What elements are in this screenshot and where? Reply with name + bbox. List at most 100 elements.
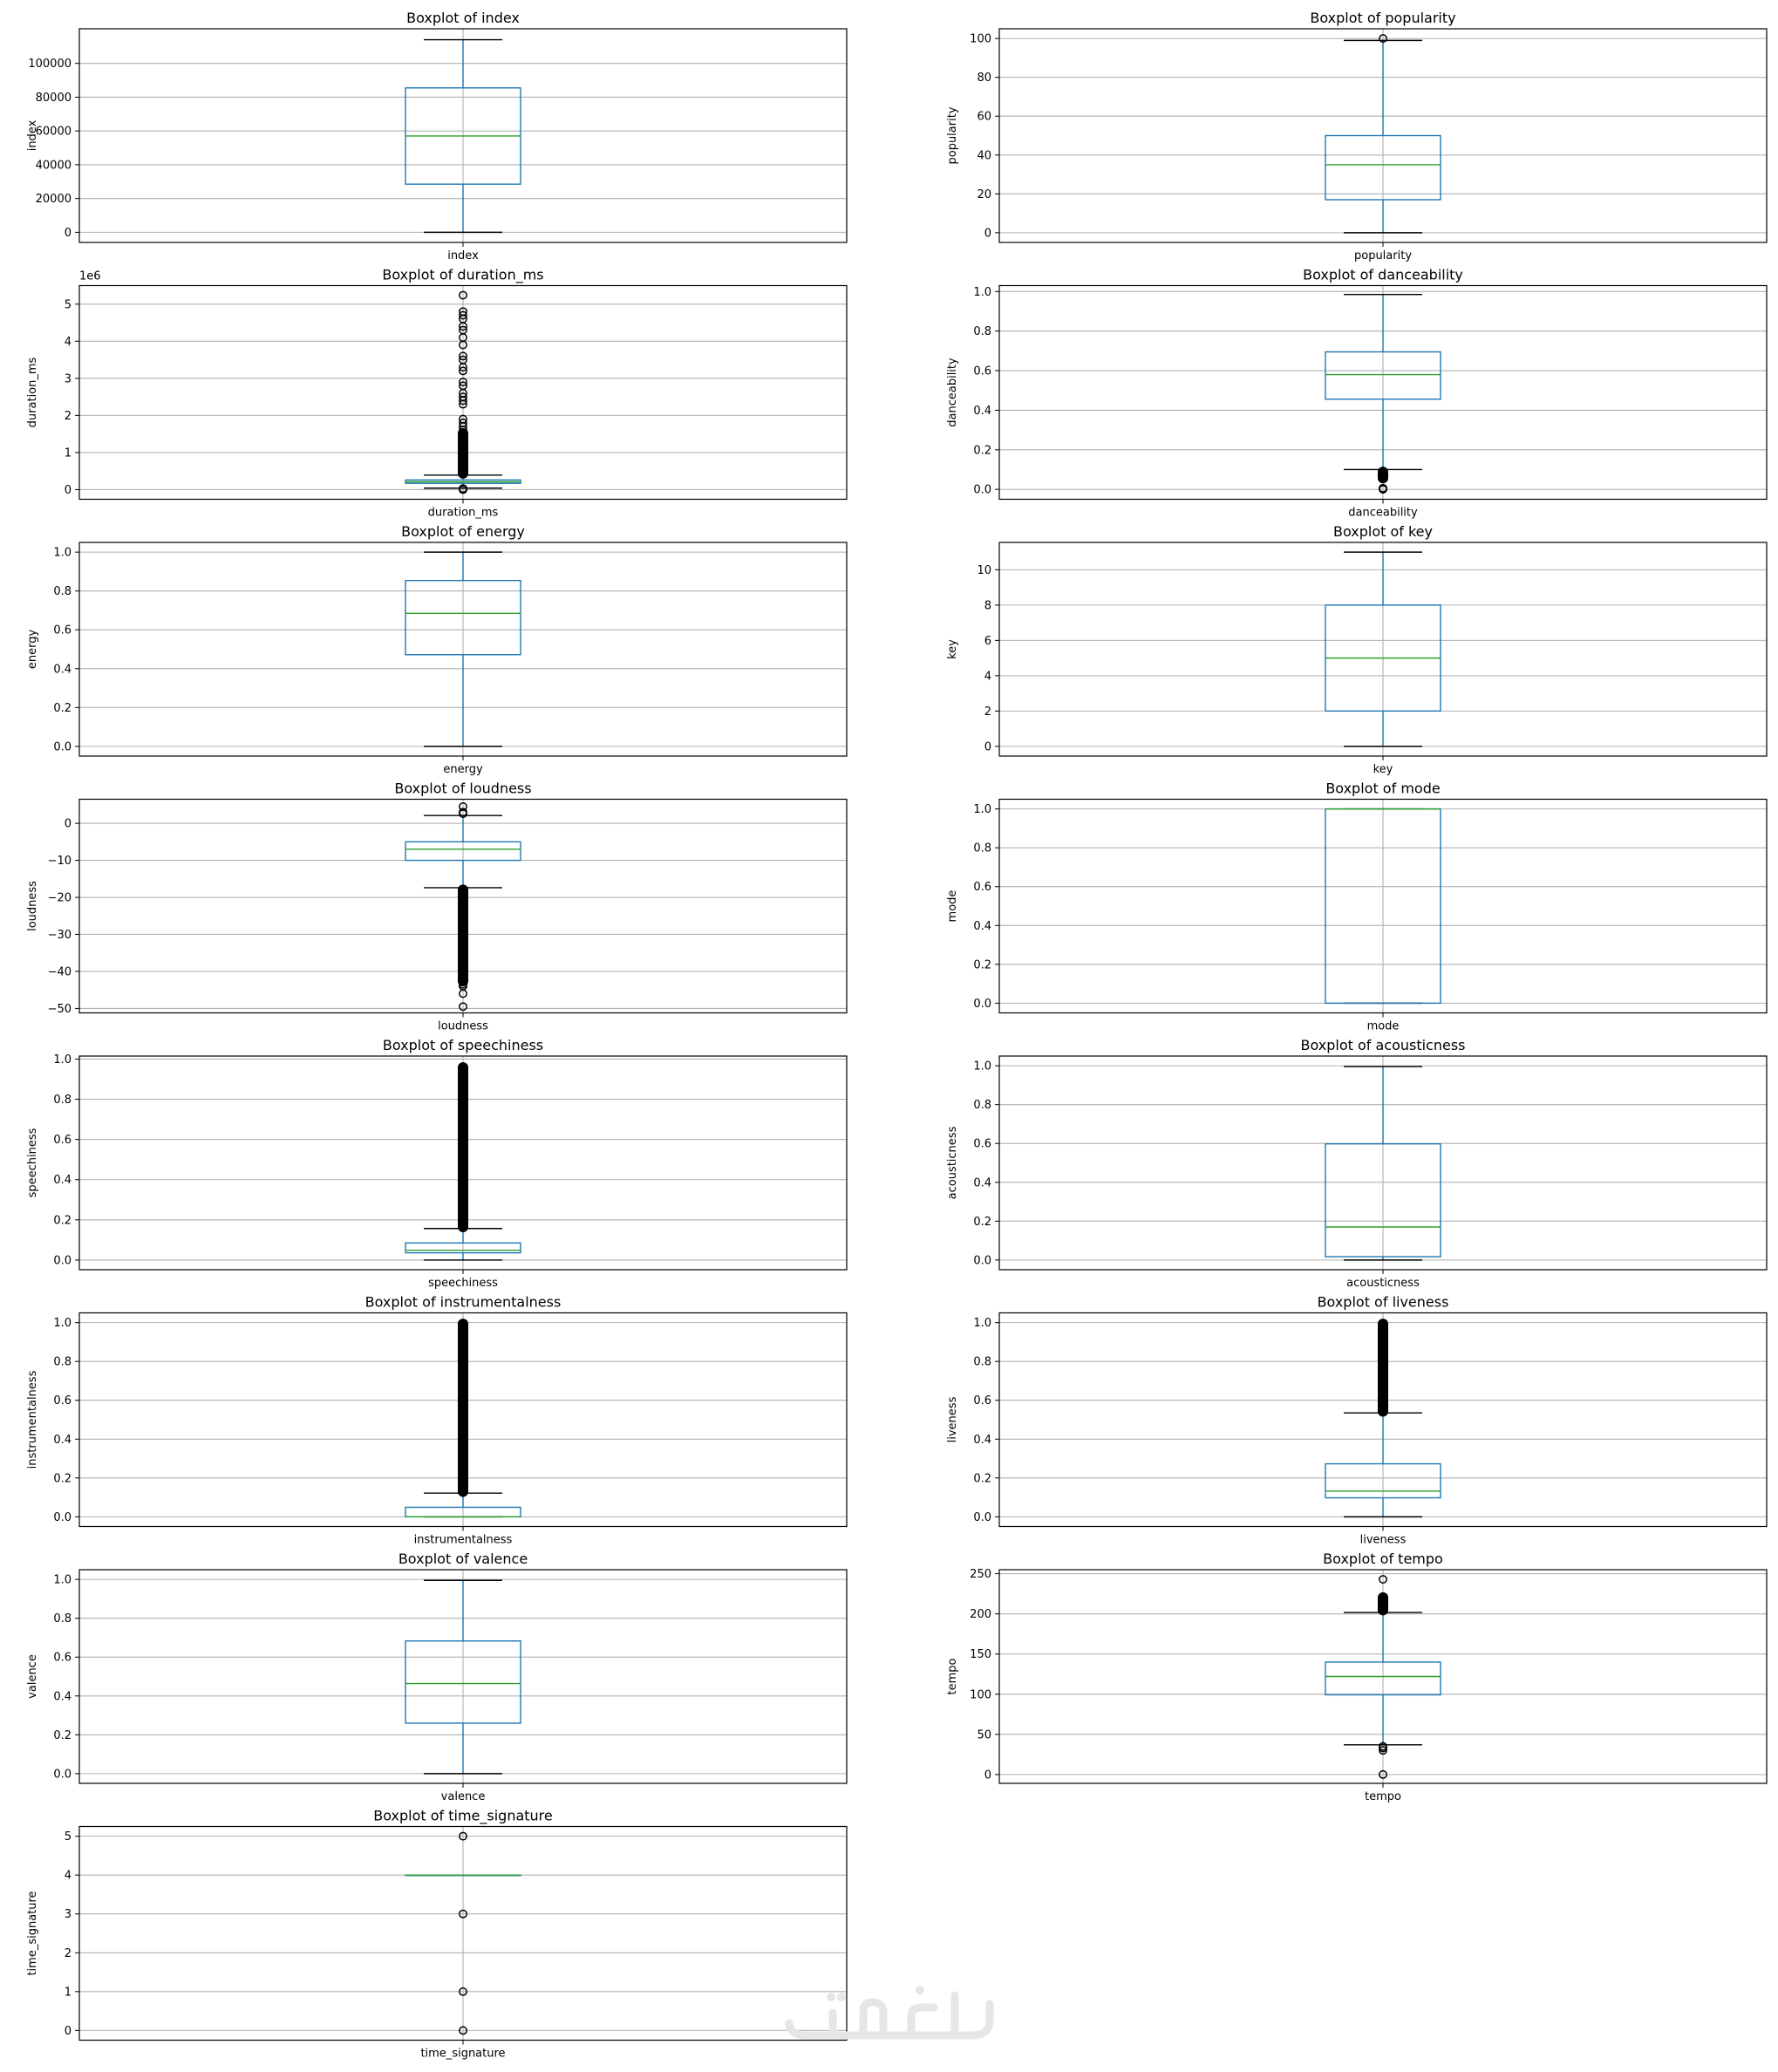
outlier-point	[459, 351, 467, 361]
y-tick-label: 0.8	[53, 1356, 72, 1369]
x-tick-label: valence	[441, 1790, 486, 1803]
y-axis-label: tempo	[946, 1658, 959, 1694]
y-tick-label: 0.6	[973, 1394, 991, 1407]
y-tick-label: 1.0	[973, 286, 991, 299]
y-tick-label: −20	[48, 892, 72, 905]
outlier-band	[458, 884, 468, 987]
y-axis-label: popularity	[946, 106, 959, 164]
outlier-point	[459, 307, 467, 317]
y-axis-label: time_signature	[26, 1891, 39, 1975]
y-tick-label: 200	[970, 1608, 991, 1621]
y-tick-label: 0.0	[973, 998, 991, 1011]
chart-title: Boxplot of energy	[401, 523, 525, 540]
x-tick-label: loudness	[438, 1020, 488, 1033]
y-tick-label: 1.0	[53, 547, 72, 560]
y-tick-label: 0.6	[53, 1652, 72, 1665]
watermark-logo	[785, 1986, 994, 2040]
y-tick-label: 60000	[36, 126, 72, 139]
chart-title: Boxplot of loudness	[394, 780, 531, 797]
y-tick-label: 60	[977, 111, 991, 124]
y-tick-label: 100	[970, 33, 991, 46]
outlier-point	[459, 310, 467, 320]
y-tick-label: 0	[65, 2025, 72, 2038]
y-tick-label: 6	[984, 635, 991, 648]
chart-title: Boxplot of index	[406, 10, 520, 26]
y-tick-label: 0.0	[53, 740, 72, 753]
outlier-point	[459, 418, 467, 427]
axis-offset-label: 1e6	[79, 270, 101, 283]
boxplot-panel: 0 50 100 150 200 250 tempo Boxplot of tempo temp…	[946, 1551, 1768, 1803]
outlier-point	[1379, 34, 1387, 44]
y-tick-label: 0.2	[53, 1472, 72, 1485]
chart-title: Boxplot of key	[1333, 523, 1433, 540]
x-tick-label: time_signature	[420, 2048, 505, 2061]
y-tick-label: 0.6	[53, 1394, 72, 1407]
y-tick-label: 20000	[36, 193, 72, 206]
x-tick-label: liveness	[1360, 1534, 1407, 1547]
y-tick-label: 40	[977, 149, 991, 162]
y-tick-label: 250	[970, 1568, 991, 1581]
y-tick-label: 150	[970, 1648, 991, 1661]
y-tick-label: 0.0	[53, 1254, 72, 1267]
boxplot-panel: 0.0 0.2 0.4 0.6 0.8 1.0 valence Boxplot of vale…	[26, 1551, 848, 1803]
y-tick-label: 0.4	[973, 405, 991, 418]
boxplot-panel: 0 2 4 6 8 10 key Boxplot of key key	[946, 523, 1768, 776]
iqr-box	[1325, 134, 1441, 201]
boxplot-panel: 0 20000 40000 60000 80000 100000 index Boxplot …	[26, 10, 848, 262]
y-tick-label: 2	[65, 1947, 72, 1960]
y-tick-label: 0.8	[973, 1356, 991, 1369]
y-tick-label: 0.8	[973, 1099, 991, 1112]
y-axis-label: index	[26, 119, 39, 151]
y-tick-label: 0.4	[53, 1690, 72, 1703]
y-tick-label: 0.2	[53, 1214, 72, 1227]
iqr-box	[1325, 1142, 1441, 1258]
y-tick-label: 0.4	[973, 1176, 991, 1189]
x-tick-label: tempo	[1365, 1790, 1401, 1803]
y-tick-label: 0.4	[973, 1434, 991, 1447]
y-tick-label: 10	[977, 564, 991, 577]
y-tick-label: 0.0	[53, 1511, 72, 1524]
y-axis-label: duration_ms	[26, 357, 39, 427]
y-tick-label: 2	[984, 705, 991, 719]
y-tick-label: 0.0	[973, 484, 991, 497]
iqr-box	[1325, 1462, 1441, 1499]
y-tick-label: 0.8	[53, 1094, 72, 1107]
x-tick-label: energy	[443, 763, 483, 776]
y-tick-label: 0	[65, 484, 72, 497]
x-tick-label: mode	[1367, 1020, 1400, 1033]
y-tick-label: 0.2	[973, 1472, 991, 1485]
outlier-point	[1379, 1769, 1387, 1779]
y-tick-label: −40	[48, 965, 72, 978]
y-tick-label: 80	[977, 72, 991, 85]
x-tick-label: duration_ms	[428, 507, 499, 520]
y-tick-label: 100	[970, 1688, 991, 1701]
y-tick-label: 0.4	[53, 1434, 72, 1447]
boxplot-panel: 0.0 0.2 0.4 0.6 0.8 1.0 danceability Boxplot of…	[946, 267, 1768, 520]
outlier-band	[458, 428, 468, 479]
y-tick-label: 1.0	[973, 1060, 991, 1073]
y-tick-label: 1.0	[53, 1574, 72, 1587]
y-tick-label: 0.8	[53, 585, 72, 598]
y-tick-label: 4	[984, 670, 991, 683]
chart-title: Boxplot of danceability	[1303, 267, 1463, 283]
y-tick-label: 5	[65, 298, 72, 311]
y-tick-label: 0.6	[973, 365, 991, 378]
x-tick-label: key	[1373, 763, 1393, 776]
y-tick-label: 4	[65, 1870, 72, 1883]
y-axis-label: liveness	[946, 1396, 959, 1442]
y-tick-label: 5	[65, 1830, 72, 1844]
iqr-box	[405, 579, 521, 656]
outlier-point	[1379, 483, 1387, 493]
outlier-point	[459, 1002, 467, 1012]
outlier-point	[1379, 1746, 1387, 1755]
y-axis-label: loudness	[26, 881, 39, 931]
iqr-box	[405, 841, 521, 862]
y-tick-label: 3	[65, 372, 72, 385]
x-tick-label: instrumentalness	[414, 1534, 513, 1547]
outlier-point	[459, 809, 467, 819]
y-tick-label: 8	[984, 599, 991, 612]
outlier-point	[459, 325, 467, 335]
y-tick-label: 0.6	[53, 1134, 72, 1147]
y-tick-label: 0.2	[53, 1729, 72, 1742]
